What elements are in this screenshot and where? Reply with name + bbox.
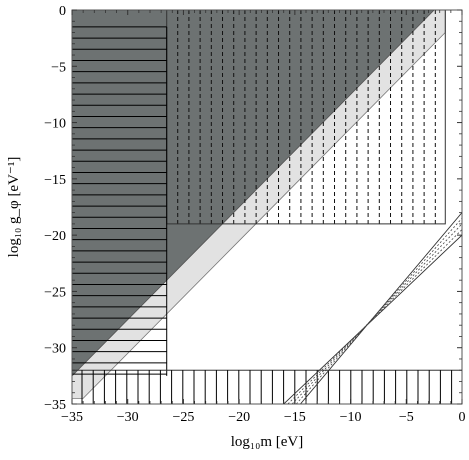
x-tick-label: −20 <box>228 410 250 425</box>
diagonal-band-dotted-line <box>287 229 462 404</box>
bottom-strip-region <box>72 369 462 404</box>
y-tick-label: −35 <box>44 398 66 413</box>
x-tick-label: −25 <box>172 410 194 425</box>
diagonal-band-dotted-line <box>291 223 462 404</box>
axis-ticks: −35 −30 −25 −20 −15 −10 −5 0 0 −5 −10 −15 −20 −25 −30 −… <box>44 4 465 425</box>
y-tick-label: −15 <box>44 173 66 188</box>
x-tick-label: −15 <box>284 410 306 425</box>
x-tick-label: −5 <box>399 410 414 425</box>
plot-frame <box>71 9 463 405</box>
y-axis-title: log₁₀ g_φ [eV⁻¹] <box>6 157 22 258</box>
y-tick-label: −5 <box>51 60 66 75</box>
y-tick-label: −10 <box>44 117 66 132</box>
light-band-region <box>72 10 446 399</box>
x-tick-label: −30 <box>117 410 139 425</box>
y-tick-label: −30 <box>44 342 66 357</box>
y-tick-label: 0 <box>59 4 66 19</box>
diagonal-band-dotted-line <box>295 217 462 404</box>
y-tick-label: −25 <box>44 285 66 300</box>
x-tick-label: 0 <box>459 410 466 425</box>
diagonal-band-region <box>283 211 462 404</box>
x-tick-label: −35 <box>61 410 83 425</box>
left-strip-region <box>72 26 168 376</box>
chart-regions <box>72 10 462 404</box>
x-tick-label: −10 <box>340 410 362 425</box>
y-tick-label: −20 <box>44 229 66 244</box>
bottom-strip-border <box>72 369 462 404</box>
x-axis-title: log₁₀m [eV] <box>231 434 304 450</box>
top-block-region <box>166 10 446 225</box>
diagonal-band-border <box>283 211 462 404</box>
